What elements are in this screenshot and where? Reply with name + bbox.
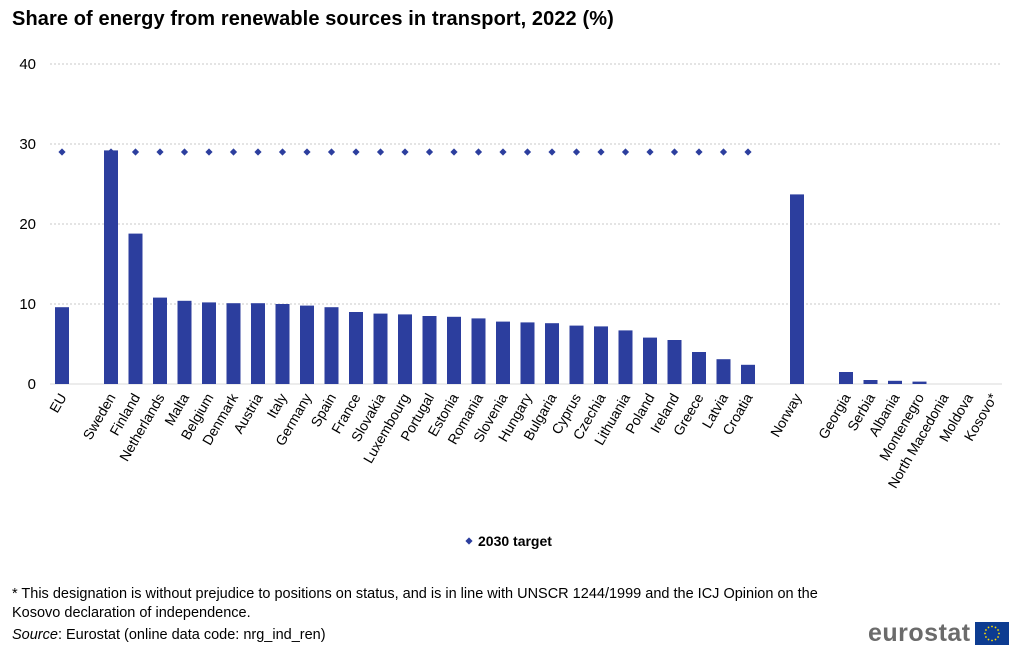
target-marker xyxy=(499,148,507,156)
bar xyxy=(275,304,290,384)
bar xyxy=(373,313,388,384)
bar xyxy=(643,337,657,384)
bar xyxy=(496,321,510,384)
eurostat-logo: eurostat xyxy=(868,619,1009,648)
bar xyxy=(202,302,216,384)
flag-star xyxy=(984,629,987,631)
source-label: Source xyxy=(12,627,58,643)
bar xyxy=(888,380,902,384)
x-tick-label: EU xyxy=(46,391,70,416)
y-tick-label: 20 xyxy=(19,216,36,233)
flag-star xyxy=(997,632,1000,635)
bar xyxy=(398,314,412,384)
flag-star xyxy=(987,638,990,641)
bar xyxy=(251,303,265,384)
bar xyxy=(667,340,682,384)
target-marker xyxy=(646,148,654,156)
target-marker xyxy=(670,148,679,156)
target-marker xyxy=(180,148,189,156)
target-marker xyxy=(58,148,66,156)
legend-marker xyxy=(465,537,473,545)
y-tick-label: 0 xyxy=(28,376,36,393)
source-text: : Eurostat (online data code: nrg_ind_re… xyxy=(57,627,326,643)
bar xyxy=(226,303,241,384)
target-marker xyxy=(131,148,140,156)
target-marker xyxy=(597,148,605,156)
target-marker xyxy=(327,148,336,156)
flag-star xyxy=(983,632,986,635)
source-note: Source: Eurostat (online data code: nrg_… xyxy=(12,627,326,643)
target-marker xyxy=(425,148,434,156)
bar xyxy=(839,372,853,384)
target-marker xyxy=(278,148,287,156)
y-tick-label: 30 xyxy=(19,136,36,153)
flag-star xyxy=(990,625,993,628)
target-marker xyxy=(719,148,728,156)
bar xyxy=(594,326,608,384)
bar xyxy=(128,233,143,384)
bar xyxy=(569,325,584,384)
flag-star xyxy=(990,639,993,642)
target-marker xyxy=(352,148,360,156)
target-marker xyxy=(376,148,385,156)
target-marker xyxy=(450,148,458,156)
target-marker xyxy=(107,148,115,156)
x-axis-labels: EU SwedenFinlandNetherlandsMaltaBelgiumDe… xyxy=(46,390,1001,491)
legend: 2030 target xyxy=(465,533,552,549)
legend-label: 2030 target xyxy=(478,533,552,549)
bar xyxy=(177,300,192,384)
flag-star xyxy=(994,626,997,629)
bar xyxy=(545,323,559,384)
target-marker xyxy=(205,148,213,156)
target-marker xyxy=(621,148,630,156)
footnote: * This designation is without prejudice … xyxy=(12,586,818,621)
bar xyxy=(422,316,437,384)
logo-text: eurostat xyxy=(868,619,971,647)
bar-chart: 0 10 20 30 40 EU SwedenFinlandNetherlandsMalt… xyxy=(19,56,1002,549)
bar xyxy=(104,150,118,384)
target-marker xyxy=(474,148,483,156)
target-marker xyxy=(572,148,581,156)
target-marker xyxy=(156,148,164,156)
bar xyxy=(324,307,339,384)
x-tick-label: Norway xyxy=(767,391,805,440)
y-tick-label: 40 xyxy=(19,56,36,73)
flag-star xyxy=(984,636,987,638)
target-marker xyxy=(523,148,532,156)
target-markers xyxy=(58,148,752,156)
gridlines xyxy=(50,63,1002,305)
bar xyxy=(618,330,633,384)
target-marker xyxy=(695,148,703,156)
bar xyxy=(349,312,363,384)
chart-title: Share of energy from renewable sources i… xyxy=(12,8,614,30)
bar xyxy=(912,381,927,384)
target-marker xyxy=(303,148,311,156)
target-marker xyxy=(744,148,752,156)
bar xyxy=(716,359,731,384)
bar xyxy=(471,318,486,384)
bar xyxy=(55,307,69,384)
eu-flag-icon xyxy=(974,622,1009,645)
target-marker xyxy=(229,148,238,156)
target-marker xyxy=(401,148,409,156)
target-marker xyxy=(254,148,262,156)
bar xyxy=(447,316,461,384)
bar xyxy=(692,352,706,384)
bar xyxy=(520,322,535,384)
flag-star xyxy=(996,636,999,638)
flag-star xyxy=(994,638,997,641)
bar xyxy=(300,305,314,384)
bar xyxy=(741,364,755,384)
flag-star xyxy=(996,629,999,631)
x-tick-label: Georgia xyxy=(815,390,854,441)
bars xyxy=(55,150,927,384)
bar xyxy=(863,380,878,384)
target-marker xyxy=(548,148,556,156)
y-tick-label: 10 xyxy=(19,296,36,313)
bar xyxy=(790,194,804,384)
flag-star xyxy=(987,626,990,629)
bar xyxy=(153,297,167,384)
